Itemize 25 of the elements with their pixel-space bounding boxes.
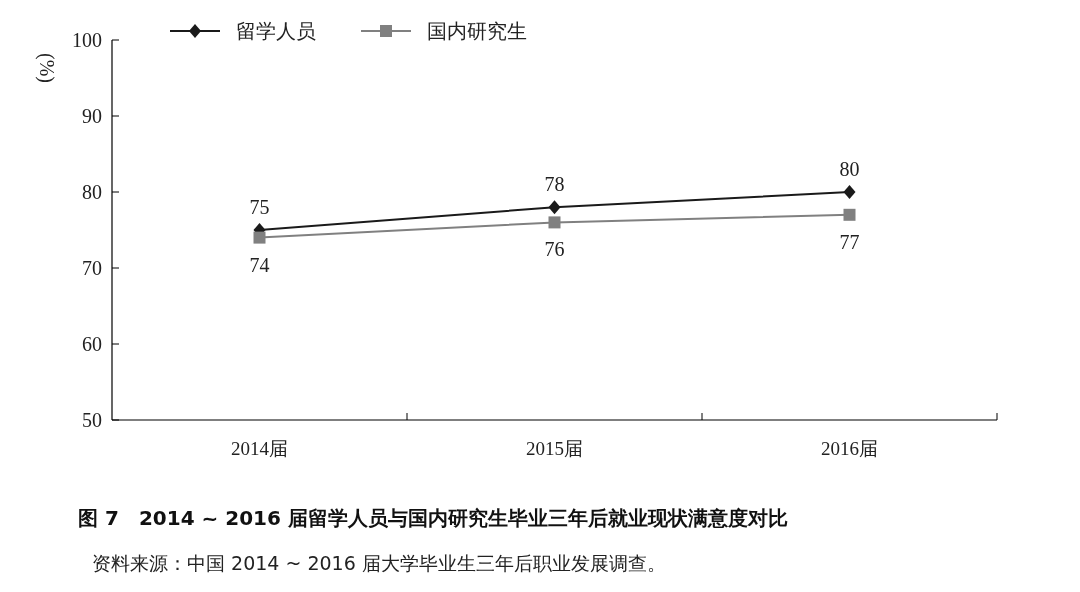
data-label: 74 <box>249 253 270 276</box>
text: 图 7 2014 ~ 2016 届留学人员与国内研究生毕业三年后就业现状满意度对比 <box>78 506 788 530</box>
point <box>843 185 856 199</box>
y-tick-label: 70 <box>82 257 102 279</box>
y-tick-label: 50 <box>82 409 102 431</box>
point <box>253 231 266 244</box>
data-label: 77 <box>839 230 860 253</box>
y-axis-title: (%) <box>35 53 58 83</box>
data-label: 80 <box>839 158 860 180</box>
y-tick-label: 80 <box>82 181 102 203</box>
point <box>843 208 856 221</box>
y-tick-label: 100 <box>72 29 102 51</box>
legend-label: 留学人员 <box>236 19 316 43</box>
x-tick-label: 2014届 <box>231 438 288 459</box>
data-label: 76 <box>544 238 565 261</box>
x-tick-label: 2016届 <box>821 438 878 459</box>
y-tick-label: 60 <box>82 333 102 355</box>
point <box>548 216 561 229</box>
data-label: 78 <box>544 173 565 196</box>
point <box>548 200 561 215</box>
legend-label: 国内研究生 <box>427 19 527 43</box>
text: 资料来源：中国 2014 ~ 2016 届大学毕业生三年后职业发展调查。 <box>92 552 666 574</box>
x-tick-label: 2015届 <box>526 438 583 459</box>
y-tick-label: 90 <box>82 105 102 127</box>
data-label: 75 <box>249 196 270 218</box>
